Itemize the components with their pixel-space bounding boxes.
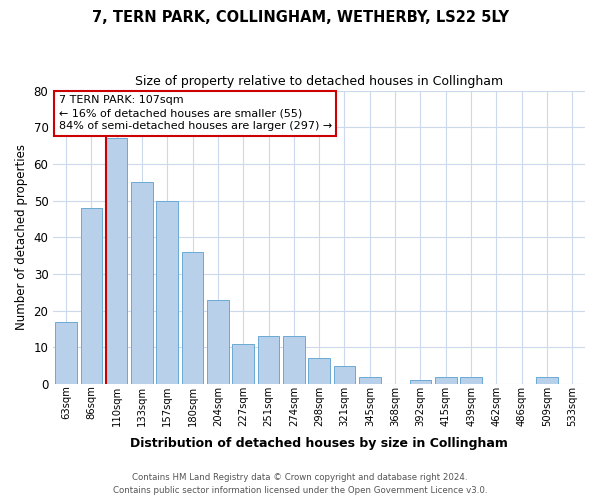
Bar xyxy=(359,377,380,384)
Bar xyxy=(80,208,102,384)
Bar xyxy=(410,380,431,384)
X-axis label: Distribution of detached houses by size in Collingham: Distribution of detached houses by size … xyxy=(130,437,508,450)
Bar xyxy=(207,300,229,384)
Bar xyxy=(435,377,457,384)
Bar xyxy=(232,344,254,384)
Text: Contains HM Land Registry data © Crown copyright and database right 2024.
Contai: Contains HM Land Registry data © Crown c… xyxy=(113,473,487,495)
Bar xyxy=(157,200,178,384)
Bar xyxy=(55,322,77,384)
Bar xyxy=(308,358,330,384)
Bar xyxy=(460,377,482,384)
Title: Size of property relative to detached houses in Collingham: Size of property relative to detached ho… xyxy=(135,75,503,88)
Bar xyxy=(131,182,152,384)
Bar xyxy=(334,366,355,384)
Bar xyxy=(182,252,203,384)
Y-axis label: Number of detached properties: Number of detached properties xyxy=(15,144,28,330)
Bar xyxy=(283,336,305,384)
Text: 7 TERN PARK: 107sqm
← 16% of detached houses are smaller (55)
84% of semi-detach: 7 TERN PARK: 107sqm ← 16% of detached ho… xyxy=(59,95,332,132)
Bar xyxy=(258,336,279,384)
Bar xyxy=(106,138,127,384)
Text: 7, TERN PARK, COLLINGHAM, WETHERBY, LS22 5LY: 7, TERN PARK, COLLINGHAM, WETHERBY, LS22… xyxy=(91,10,509,25)
Bar xyxy=(536,377,558,384)
